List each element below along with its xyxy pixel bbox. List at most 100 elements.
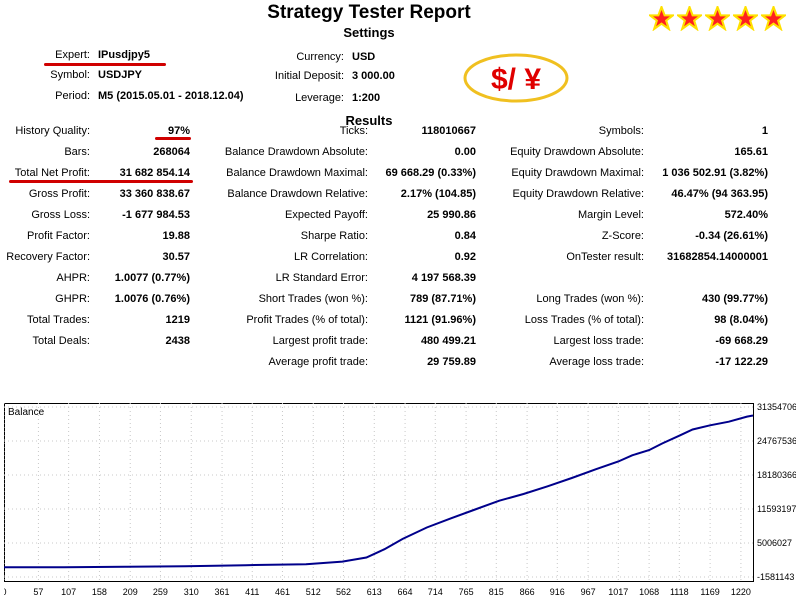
x-tick-label: 411 bbox=[245, 587, 259, 597]
period-value: M5 (2015.05.01 - 2018.12.04) bbox=[98, 90, 244, 102]
x-tick-label: 1220 bbox=[731, 587, 751, 597]
metric-label: Ticks: bbox=[339, 125, 368, 137]
metric-value: 98 (8.04%) bbox=[714, 314, 768, 326]
report-title: Strategy Tester Report bbox=[267, 2, 471, 23]
metric-label: AHPR: bbox=[56, 272, 90, 284]
metric-label: Symbols: bbox=[598, 125, 644, 137]
x-tick-label: 562 bbox=[336, 587, 351, 597]
rating-stars bbox=[649, 6, 786, 31]
y-tick-label: 18180366 bbox=[757, 470, 796, 480]
metric-value: 268064 bbox=[153, 146, 190, 158]
balance-line bbox=[4, 414, 754, 569]
x-tick-label: 714 bbox=[428, 587, 443, 597]
x-tick-label: 1169 bbox=[700, 587, 719, 597]
x-tick-label: 57 bbox=[33, 587, 43, 597]
history-quality-underline bbox=[155, 137, 191, 140]
metric-value: 0.00 bbox=[454, 146, 476, 158]
balance-chart: Balance 31354706 24767536 18180366 11593197 5… bbox=[1, 402, 797, 598]
x-tick-label: 259 bbox=[153, 587, 168, 597]
metric-value: 1.0076 (0.76%) bbox=[114, 293, 190, 305]
metric-value: 25 990.86 bbox=[427, 209, 476, 221]
metric-value: 2.17% (104.85) bbox=[400, 188, 476, 200]
metric-value: 46.47% (94 363.95) bbox=[671, 188, 768, 200]
metric-label: OnTester result: bbox=[566, 251, 644, 263]
metric-value: 31 682 854.14 bbox=[119, 167, 190, 179]
metric-label: Sharpe Ratio: bbox=[300, 230, 368, 242]
metric-value: -0.34 (26.61%) bbox=[695, 230, 768, 242]
metric-label: Equity Drawdown Relative: bbox=[512, 188, 644, 200]
metric-value: -17 122.29 bbox=[715, 356, 768, 368]
metric-value: 1219 bbox=[165, 314, 190, 326]
metric-value: 31682854.14000001 bbox=[667, 251, 768, 263]
plot-area bbox=[4, 403, 754, 582]
metric-value: 33 360 838.67 bbox=[119, 188, 190, 200]
x-tick-label: 310 bbox=[184, 587, 199, 597]
x-tick-label: 1017 bbox=[608, 587, 628, 597]
star-icon bbox=[677, 6, 702, 31]
expert-value: IPusdjpy5 bbox=[98, 49, 150, 61]
x-tick-label: 209 bbox=[123, 587, 138, 597]
metric-value: 97% bbox=[167, 125, 190, 137]
metric-label: Total Trades: bbox=[27, 314, 90, 326]
metric-label: Margin Level: bbox=[577, 209, 644, 221]
metric-value: 430 (99.77%) bbox=[701, 293, 768, 305]
y-tick-label: 31354706 bbox=[757, 403, 796, 412]
metric-value: -1 677 984.53 bbox=[122, 209, 190, 221]
y-tick-label: 11593197 bbox=[757, 504, 796, 514]
metric-label: Z-Score: bbox=[601, 230, 644, 242]
metric-label: Equity Drawdown Maximal: bbox=[511, 167, 644, 179]
metric-label: Balance Drawdown Absolute: bbox=[224, 146, 368, 158]
metric-label: Bars: bbox=[64, 146, 90, 158]
x-tick-label: 916 bbox=[550, 587, 565, 597]
metric-label: LR Correlation: bbox=[294, 251, 368, 263]
metric-value: 118010667 bbox=[421, 125, 476, 137]
metric-label: Profit Factor: bbox=[27, 230, 90, 242]
metric-value: 1121 (91.96%) bbox=[404, 314, 476, 326]
metric-value: 165.61 bbox=[734, 146, 768, 158]
leverage-label: Leverage: bbox=[295, 92, 344, 104]
currency-logo-text: $/ ¥ bbox=[491, 63, 541, 96]
x-tick-label: 158 bbox=[92, 587, 107, 597]
balance-chart-svg: Balance 31354706 24767536 18180366 11593197 5… bbox=[1, 402, 797, 597]
metric-value: 572.40% bbox=[724, 209, 768, 221]
x-tick-label: 967 bbox=[581, 587, 596, 597]
metric-label: Average profit trade: bbox=[268, 356, 368, 368]
y-tick-label: -1581143 bbox=[757, 572, 794, 582]
x-tick-label: 107 bbox=[61, 587, 76, 597]
x-tick-label: 815 bbox=[489, 587, 504, 597]
y-tick-label: 24767536 bbox=[757, 436, 796, 446]
metric-label: Balance Drawdown Relative: bbox=[227, 188, 368, 200]
x-tick-label: 866 bbox=[520, 587, 535, 597]
results-heading: Results bbox=[345, 113, 393, 128]
symbol-value: USDJPY bbox=[98, 69, 143, 81]
metric-value: 30.57 bbox=[162, 251, 190, 263]
metric-value: 19.88 bbox=[162, 230, 190, 242]
metric-value: 1.0077 (0.77%) bbox=[114, 272, 190, 284]
x-tick-label: 765 bbox=[459, 587, 474, 597]
expert-underline bbox=[44, 63, 166, 66]
settings-heading: Settings bbox=[343, 25, 395, 40]
y-tick-label: 5006027 bbox=[757, 538, 792, 548]
metric-value: 789 (87.71%) bbox=[409, 293, 476, 305]
metric-label: LR Standard Error: bbox=[275, 272, 368, 284]
expert-label: Expert: bbox=[55, 49, 90, 61]
star-icon bbox=[649, 6, 674, 31]
chart-title: Balance bbox=[8, 407, 45, 418]
metric-label: Loss Trades (% of total): bbox=[524, 314, 644, 326]
net-profit-underline bbox=[9, 180, 193, 183]
star-icon bbox=[705, 6, 730, 31]
metric-value: 29 759.89 bbox=[427, 356, 476, 368]
metric-label: Expected Payoff: bbox=[285, 209, 368, 221]
metric-value: 2438 bbox=[165, 335, 190, 347]
metric-label: Largest loss trade: bbox=[553, 335, 645, 347]
metric-value: 69 668.29 (0.33%) bbox=[385, 167, 476, 179]
x-tick-label: 361 bbox=[215, 587, 230, 597]
x-tick-label: 0 bbox=[4, 587, 7, 597]
metric-label: Gross Loss: bbox=[31, 209, 90, 221]
deposit-value: 3 000.00 bbox=[352, 70, 395, 82]
metric-value: 0.84 bbox=[454, 230, 476, 242]
metric-label: Largest profit trade: bbox=[272, 335, 368, 347]
metric-label: History Quality: bbox=[15, 125, 90, 137]
metric-label: Profit Trades (% of total): bbox=[246, 314, 368, 326]
deposit-label: Initial Deposit: bbox=[274, 70, 344, 82]
